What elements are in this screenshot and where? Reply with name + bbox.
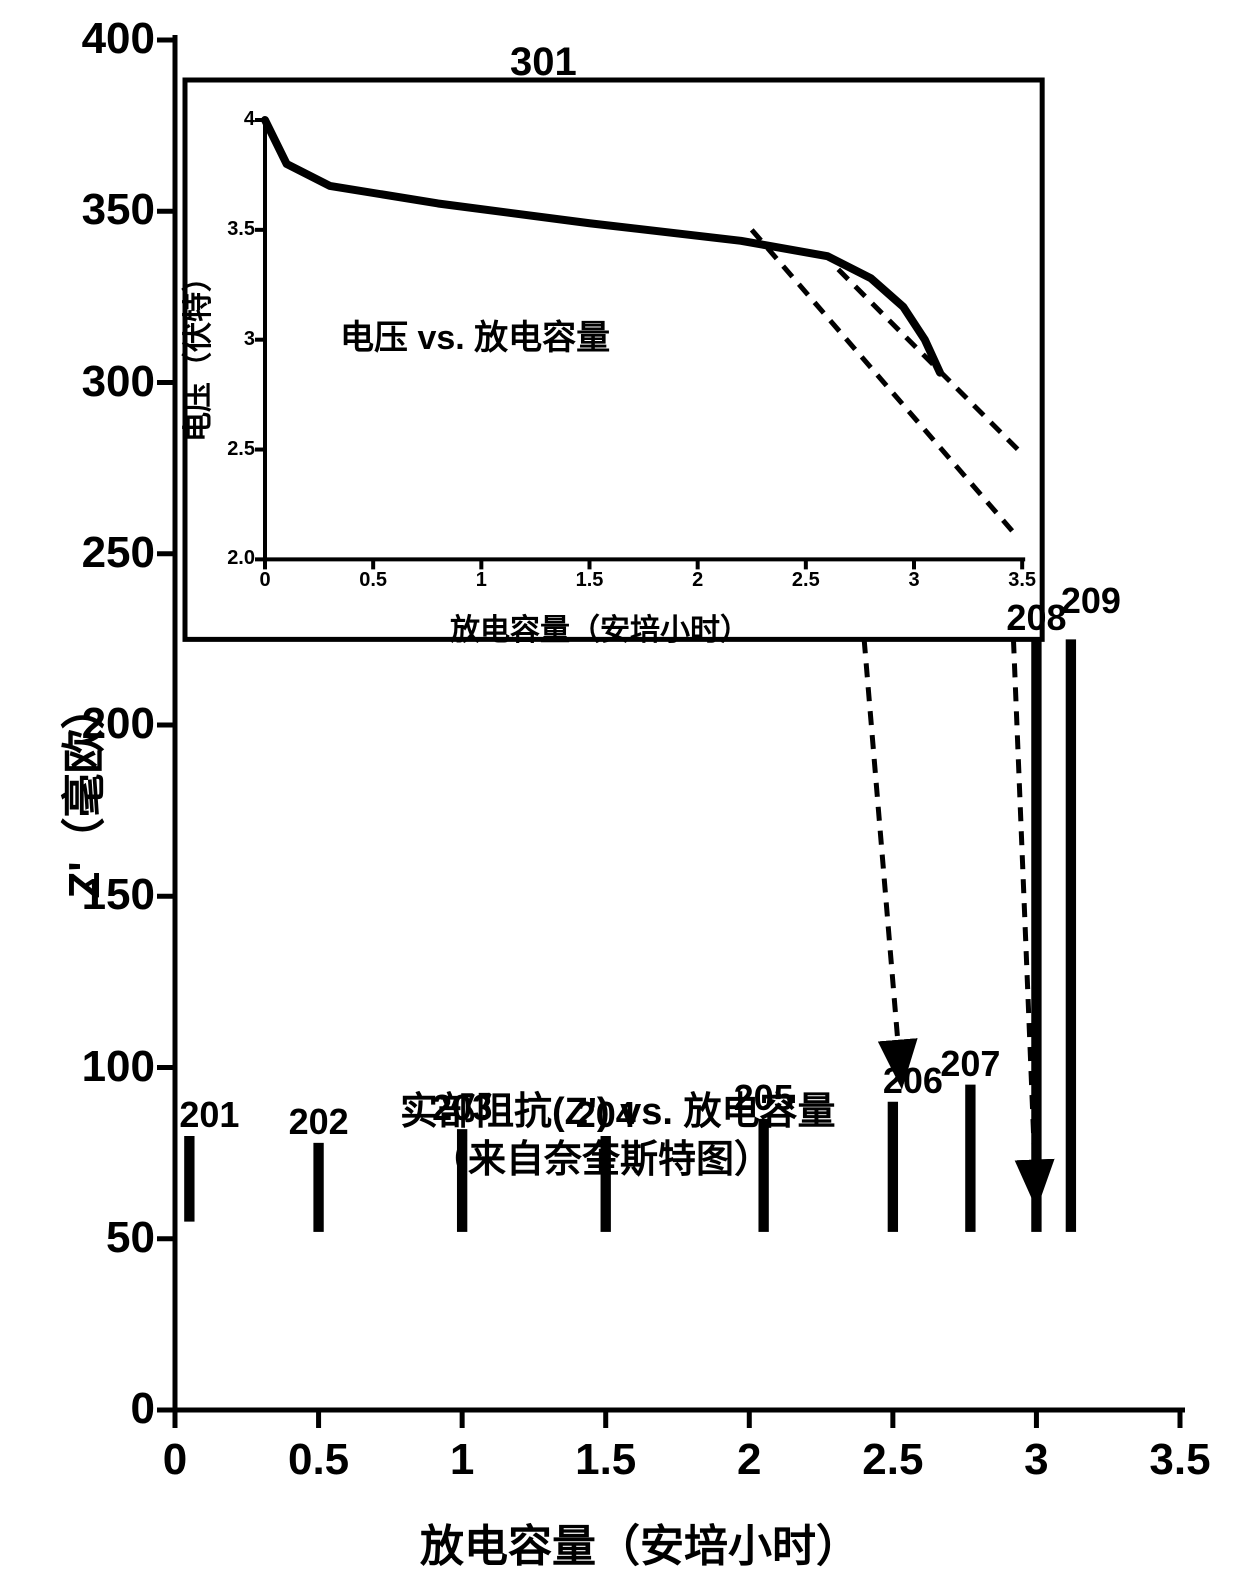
main-xtick: 2.5 xyxy=(853,1435,933,1485)
inset-ytick: 3.5 xyxy=(210,218,255,241)
main-ytick: 300 xyxy=(65,357,155,407)
main-ytick: 100 xyxy=(65,1042,155,1092)
main-ytick: 0 xyxy=(65,1384,155,1434)
inset-chart-title: 电压 vs. 放电容量 xyxy=(340,310,610,359)
inset-xtick: 1.5 xyxy=(568,569,612,592)
inset-xtick: 0 xyxy=(243,569,287,592)
inset-ylabel: 电压（伏特） xyxy=(173,242,217,462)
inset-xtick: 3 xyxy=(892,569,936,592)
main-ytick: 50 xyxy=(65,1213,155,1263)
data-point-label: 203 xyxy=(432,1087,492,1129)
main-chart-title-line2: （来自奈奎斯特图） xyxy=(430,1128,772,1183)
main-xlabel: 放电容量（安培小时） xyxy=(420,1510,860,1574)
data-point-label: 205 xyxy=(734,1077,794,1119)
data-point-label: 204 xyxy=(576,1094,636,1136)
main-xtick: 3 xyxy=(996,1435,1076,1485)
figure-root: Z'（毫欧） 放电容量（安培小时） 实部阻抗(Z') vs. 放电容量 （来自奈… xyxy=(0,0,1240,1579)
main-ytick: 350 xyxy=(65,185,155,235)
main-xtick: 1.5 xyxy=(566,1435,646,1485)
inset-ytick: 2.0 xyxy=(210,547,255,570)
main-xtick: 3.5 xyxy=(1140,1435,1220,1485)
inset-xtick: 3.5 xyxy=(1000,569,1044,592)
inset-xlabel: 放电容量（安培小时） xyxy=(450,605,750,649)
main-xtick: 2 xyxy=(709,1435,789,1485)
main-ytick: 200 xyxy=(65,699,155,749)
inset-xtick: 1 xyxy=(459,569,503,592)
inset-ytick: 3 xyxy=(210,328,255,351)
inset-xtick: 2.5 xyxy=(784,569,828,592)
inset-xtick: 0.5 xyxy=(351,569,395,592)
main-chart-svg xyxy=(0,0,1240,1579)
main-ytick: 250 xyxy=(65,528,155,578)
data-point-label: 201 xyxy=(179,1094,239,1136)
main-xtick: 0 xyxy=(135,1435,215,1485)
inset-label-301: 301 xyxy=(510,40,577,85)
data-point-label: 207 xyxy=(940,1043,1000,1085)
data-point-label: 206 xyxy=(883,1060,943,1102)
main-xtick: 0.5 xyxy=(279,1435,359,1485)
main-ytick: 400 xyxy=(65,14,155,64)
data-point-label: 208 xyxy=(1006,597,1066,639)
data-point-label: 209 xyxy=(1061,580,1121,622)
inset-xtick: 2 xyxy=(676,569,720,592)
main-ytick: 150 xyxy=(65,870,155,920)
main-xtick: 1 xyxy=(422,1435,502,1485)
inset-ytick: 4 xyxy=(210,108,255,131)
inset-ytick: 2.5 xyxy=(210,438,255,461)
data-point-label: 202 xyxy=(289,1101,349,1143)
